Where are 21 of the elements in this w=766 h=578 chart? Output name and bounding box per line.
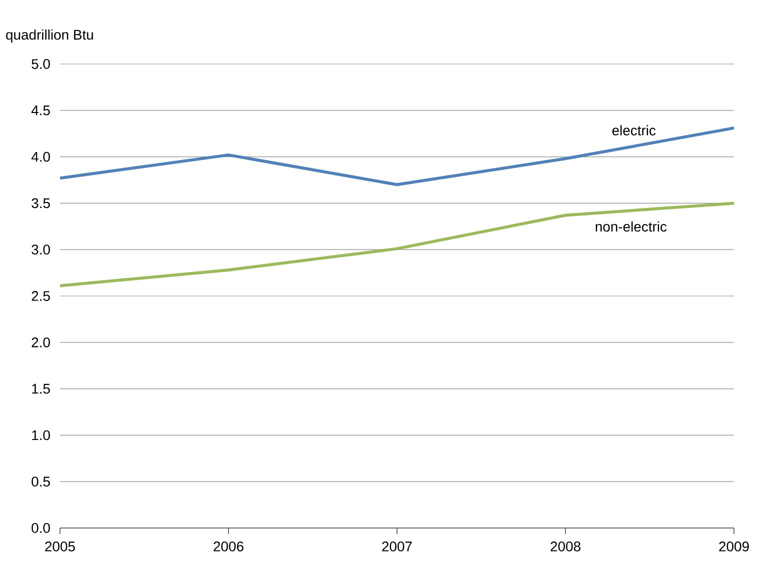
y-axis-title: quadrillion Btu [6, 29, 93, 42]
y-tick-label: 4.0 [31, 152, 50, 162]
series-label: electric [612, 125, 656, 136]
series-label: non-electric [596, 221, 667, 232]
x-tick-label: 2008 [550, 542, 580, 552]
x-tick-label: 2005 [45, 542, 75, 552]
y-tick-label: 3.0 [32, 244, 50, 255]
y-tick-label: 2.5 [32, 291, 50, 301]
x-tick-label: 2009 [719, 542, 749, 552]
y-tick-label: 0.0 [32, 523, 50, 533]
y-tick-label: 1.0 [32, 430, 50, 440]
y-tick-label: 4.5 [31, 106, 50, 116]
y-tick-label: 0.5 [32, 476, 50, 487]
x-tick-label: 2006 [214, 542, 244, 552]
y-tick-label: 5.0 [32, 59, 50, 69]
y-tick-label: 2.0 [32, 337, 50, 348]
y-tick-label: 3.5 [32, 198, 50, 208]
line-series [60, 202, 734, 288]
y-tick-label: 1.5 [32, 384, 50, 394]
x-tick-label: 2007 [382, 542, 412, 552]
line-series [60, 126, 734, 186]
